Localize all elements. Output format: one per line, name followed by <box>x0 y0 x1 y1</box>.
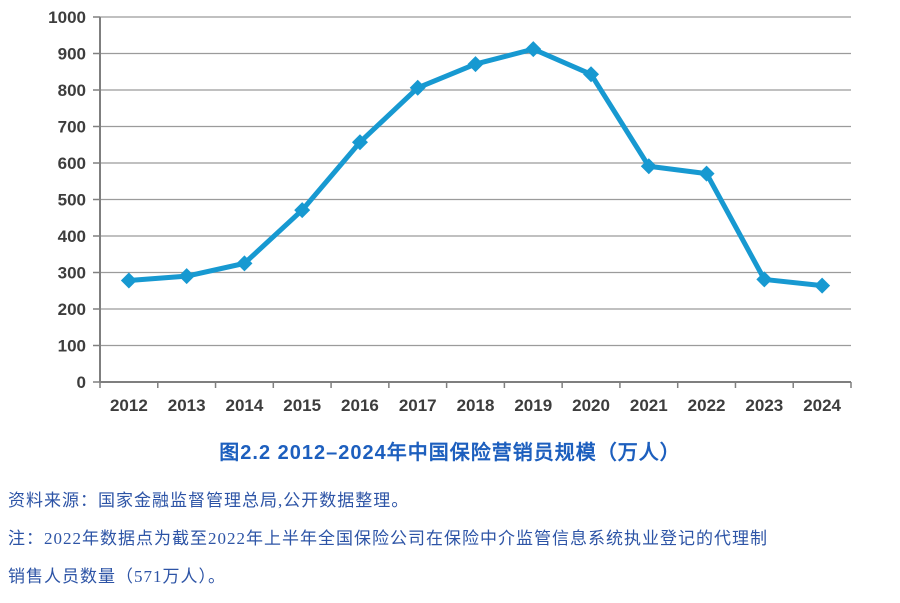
x-axis-label: 2016 <box>341 396 379 415</box>
data-point-marker <box>525 41 542 58</box>
x-axis-label: 2015 <box>283 396 321 415</box>
figure-title: 图2.2 2012–2024年中国保险营销员规模（万人） <box>219 442 681 464</box>
x-axis-label: 2023 <box>745 396 783 415</box>
data-point-marker <box>120 272 137 289</box>
data-point-marker <box>814 277 831 294</box>
x-axis-label: 2014 <box>226 396 264 415</box>
figure-notes: 资料来源：国家金融监督管理总局,公开数据整理。 注：2022年数据点为截至202… <box>0 489 900 588</box>
data-point-marker <box>409 79 426 96</box>
y-axis-label: 300 <box>58 264 86 283</box>
x-axis-label: 2012 <box>110 396 148 415</box>
y-axis-label: 100 <box>58 337 86 356</box>
y-axis-label: 800 <box>58 81 86 100</box>
data-line <box>126 46 825 289</box>
source-line: 资料来源：国家金融监督管理总局,公开数据整理。 <box>8 491 410 510</box>
note-line-1: 注：2022年数据点为截至2022年上半年全国保险公司在保险中介监管信息系统执业… <box>8 528 768 548</box>
data-point-marker <box>583 66 600 83</box>
x-axis-label: 2017 <box>399 396 437 415</box>
y-axis-label: 900 <box>58 45 86 64</box>
y-axis-label: 500 <box>58 191 86 210</box>
chart-area: 0 100 200 300 400 500 600 700 800 900 1000 2012 2013… <box>48 8 852 415</box>
line-chart: 0 100 200 300 400 500 600 700 800 900 1000 2012 2013… <box>48 8 852 415</box>
data-point-marker <box>756 271 773 288</box>
data-point-marker <box>236 255 253 272</box>
data-point-marker <box>351 134 368 151</box>
x-axis-label: 2021 <box>630 396 668 415</box>
y-axis-label: 600 <box>58 154 86 173</box>
x-axis-label: 2020 <box>572 396 610 415</box>
y-axis-label: 0 <box>77 373 86 392</box>
x-axis-label: 2013 <box>168 396 206 415</box>
y-axis-label: 700 <box>58 118 86 137</box>
y-axis-label: 400 <box>58 227 86 246</box>
data-point-marker <box>698 165 715 182</box>
data-point-marker <box>294 202 311 219</box>
y-axis-label: 200 <box>58 300 86 319</box>
x-axis-label: 2022 <box>688 396 726 415</box>
y-axis-label: 1000 <box>48 8 86 27</box>
data-point-marker <box>467 56 484 73</box>
x-axis-label: 2024 <box>803 396 841 415</box>
x-axis-label: 2019 <box>514 396 552 415</box>
data-point-marker <box>640 158 657 175</box>
x-axis-label: 2018 <box>457 396 495 415</box>
note-line-2: 销售人员数量（571万人）。 <box>8 566 226 586</box>
data-point-marker <box>178 268 195 285</box>
